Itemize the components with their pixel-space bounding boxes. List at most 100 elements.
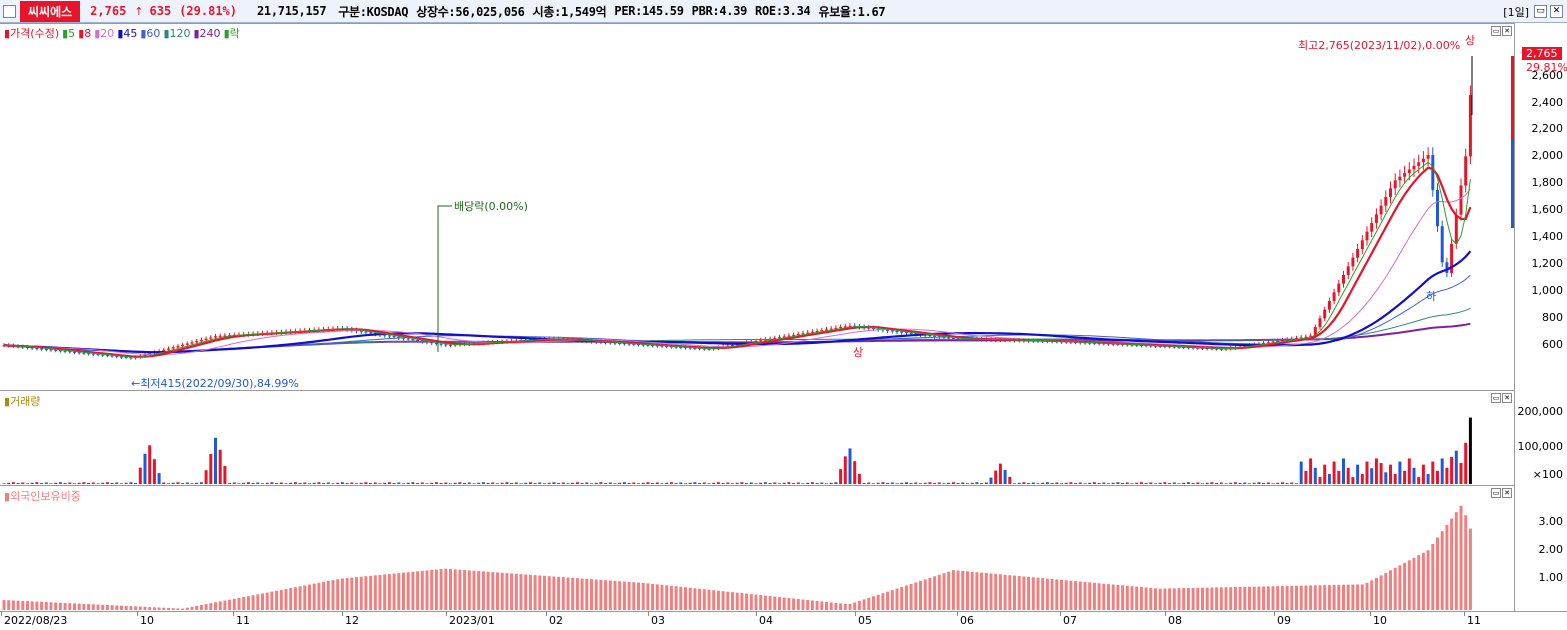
x-tick-label: 2022/08/23 — [4, 614, 68, 627]
volume-bar — [181, 483, 185, 484]
foreign-ratio-bar — [496, 572, 499, 610]
restore-icon[interactable]: ▭ — [1534, 5, 1547, 18]
candle — [655, 345, 659, 347]
candle — [1398, 176, 1402, 181]
foreign-ratio-bar — [552, 576, 556, 610]
volume-bar — [185, 482, 189, 484]
y-tick-label: 1,000 — [1531, 284, 1564, 297]
volume-bar — [115, 482, 119, 484]
stock-name[interactable]: 씨씨에스 — [20, 0, 81, 22]
foreign-ratio-bar — [1064, 580, 1068, 610]
volume-bar — [35, 482, 39, 484]
volume-bar — [519, 483, 523, 484]
legend-item: ▮20 — [94, 27, 115, 40]
foreign-ratio-bar — [416, 571, 420, 610]
foreign-ratio-bar — [383, 574, 387, 610]
select-checkbox[interactable] — [3, 4, 16, 18]
candle — [49, 349, 53, 351]
volume-bar — [909, 483, 913, 484]
volume-bar — [496, 483, 499, 484]
candle — [54, 349, 58, 351]
volume-bar — [1017, 482, 1021, 484]
volume-bar — [397, 482, 401, 484]
foreign-ratio-bar — [115, 605, 119, 610]
period-selector[interactable]: [1일] — [1503, 6, 1529, 19]
volume-bar — [157, 473, 161, 484]
volume-bar — [763, 482, 767, 484]
foreign-ratio-bar — [73, 603, 76, 610]
foreign-ratio-bar — [120, 605, 123, 610]
candle — [1412, 165, 1416, 170]
volume-pane-close-icon[interactable]: ✕ — [1502, 393, 1512, 403]
x-tick-mark — [137, 611, 138, 616]
candle — [698, 348, 702, 350]
volume-bar — [1407, 458, 1411, 484]
legend-item: ▮120 — [163, 27, 191, 40]
volume-bar — [575, 482, 579, 484]
foreign-ratio-bar — [994, 573, 998, 610]
foreign-ratio-bar — [30, 601, 34, 610]
volume-bar — [91, 482, 95, 484]
volume-chart-pane[interactable] — [0, 390, 1514, 485]
candle — [632, 343, 636, 345]
foreign-ratio-bar — [1041, 578, 1045, 610]
volume-bar — [594, 482, 598, 484]
volume-bar — [463, 483, 467, 484]
foreign-pane-close-icon[interactable]: ✕ — [1502, 488, 1512, 498]
foreign-ratio-bar — [782, 597, 786, 610]
foreign-ratio-pane[interactable] — [0, 485, 1514, 611]
volume-bar — [1111, 482, 1115, 484]
volume-bar — [1243, 482, 1247, 484]
price-chart-pane[interactable] — [0, 23, 1514, 390]
pane-close-icon[interactable]: ✕ — [1502, 26, 1512, 36]
volume-bar — [956, 483, 960, 484]
volume-bar — [585, 482, 589, 484]
candle — [1318, 318, 1322, 328]
foreign-ratio-bar — [641, 582, 645, 610]
candle — [702, 348, 706, 350]
foreign-ratio-bar — [312, 583, 316, 610]
candle — [190, 342, 194, 344]
foreign-ratio-bar — [256, 594, 260, 610]
volume-value: 21,715,157 — [257, 4, 327, 18]
volume-bar — [1318, 477, 1322, 484]
foreign-ratio-bar — [947, 571, 951, 610]
candle — [1389, 188, 1392, 197]
foreign-ratio-bar — [91, 604, 95, 610]
foreign-ratio-bar — [825, 601, 828, 610]
pane-restore-icon[interactable]: ▭ — [1491, 26, 1501, 36]
x-tick-label: 08 — [1168, 614, 1182, 627]
foreign-ratio-bar — [848, 604, 852, 610]
volume-bar — [345, 483, 349, 484]
foreign-ratio-bar — [735, 592, 739, 610]
volume-bar — [138, 467, 142, 484]
foreign-ratio-bar — [669, 585, 673, 610]
foreign-ratio-bar — [444, 568, 448, 610]
volume-bar — [886, 483, 890, 484]
foreign-ratio-bar — [599, 579, 603, 610]
candle — [63, 350, 67, 352]
volume-pane-restore-icon[interactable]: ▭ — [1491, 393, 1501, 403]
volume-bar — [839, 469, 843, 484]
volume-bar — [1191, 483, 1195, 484]
foreign-ratio-bar — [1196, 587, 1200, 610]
x-tick-label: 12 — [345, 614, 359, 627]
foreign-ratio-bar — [1454, 512, 1458, 610]
volume-bar — [1139, 482, 1143, 484]
volume-bar — [538, 482, 542, 484]
volume-bar — [796, 482, 800, 484]
foreign-ratio-bar — [1248, 586, 1251, 610]
foreign-ratio-bar — [787, 598, 791, 610]
candle — [195, 341, 199, 343]
candle — [900, 331, 904, 333]
close-icon[interactable]: ✕ — [1550, 5, 1563, 18]
volume-bar — [1078, 482, 1082, 484]
volume-bar — [1041, 482, 1045, 484]
candle — [1374, 214, 1378, 223]
volume-bar — [1168, 483, 1172, 484]
candle — [895, 331, 899, 333]
candle — [199, 339, 203, 342]
foreign-pane-restore-icon[interactable]: ▭ — [1491, 488, 1501, 498]
foreign-ratio-bar — [1097, 583, 1101, 610]
volume-bar — [815, 483, 819, 484]
